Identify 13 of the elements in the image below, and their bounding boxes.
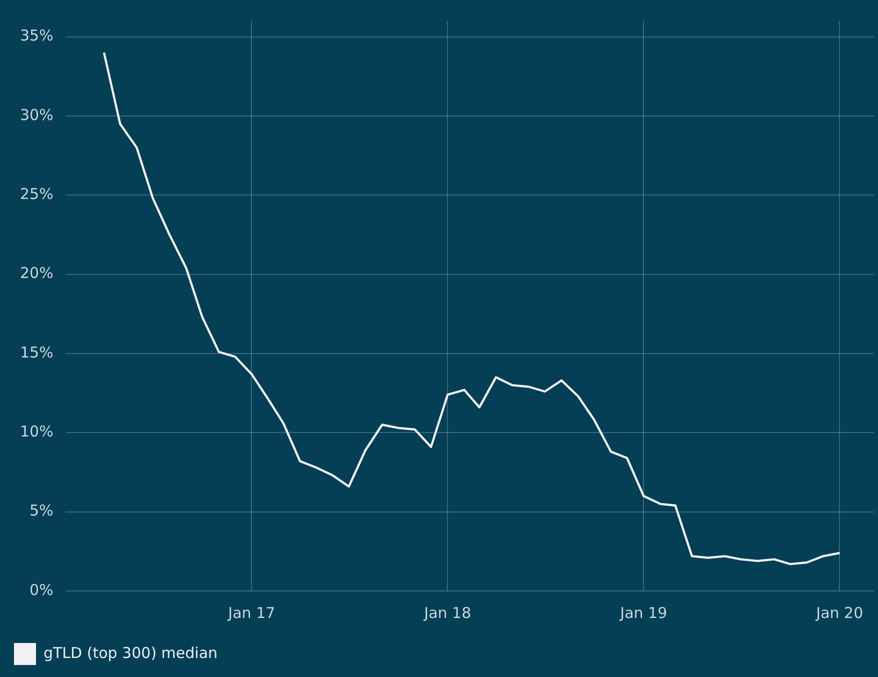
x-tick-label: Jan 19 xyxy=(619,604,668,622)
y-tick-label: 30% xyxy=(20,106,54,124)
legend-label: gTLD (top 300) median xyxy=(44,644,218,662)
y-tick-label: 15% xyxy=(20,343,54,362)
y-tick-label: 10% xyxy=(20,422,54,441)
y-tick-label: 5% xyxy=(30,502,54,520)
x-tick-label: Jan 20 xyxy=(815,604,864,622)
y-tick-label: 25% xyxy=(20,185,54,204)
x-tick-label: Jan 17 xyxy=(227,604,276,622)
y-tick-label: 35% xyxy=(20,26,54,45)
x-tick-label: Jan 18 xyxy=(423,604,472,622)
y-tick-label: 0% xyxy=(30,580,54,599)
y-tick-label: 20% xyxy=(20,264,54,282)
